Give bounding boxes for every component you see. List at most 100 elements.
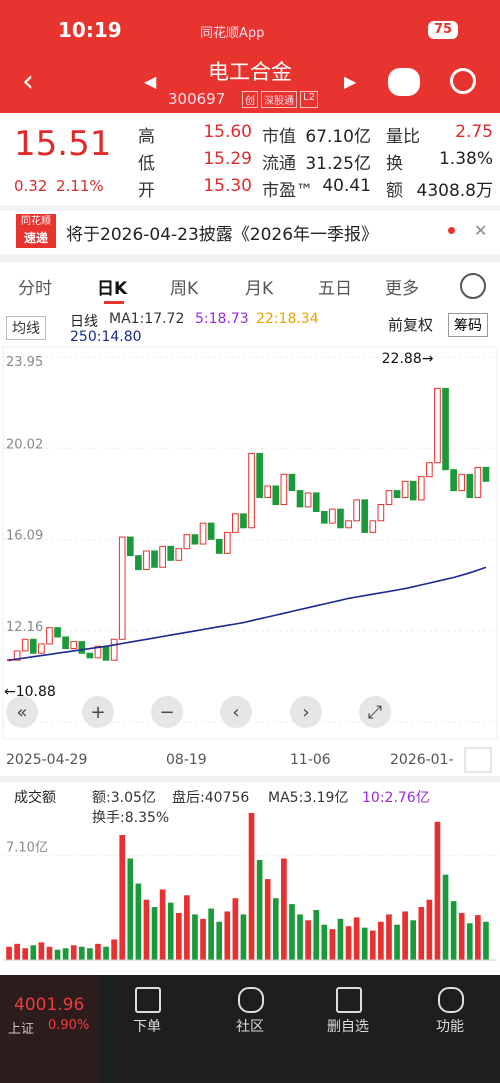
nav-icon[interactable]	[135, 987, 161, 1013]
volume-bar	[337, 918, 344, 960]
field-label: 高	[138, 127, 155, 147]
news-text[interactable]: 将于2026-04-23披露《2026年一季报》	[66, 225, 379, 245]
close-news[interactable]: ✕	[474, 221, 488, 240]
prev-stock[interactable]: ◀	[144, 72, 157, 91]
button-bg	[6, 696, 38, 728]
volume-bar	[14, 943, 20, 960]
volume-bar	[361, 927, 368, 960]
candle	[151, 550, 158, 568]
volume-bar	[224, 911, 231, 960]
volume-bar	[369, 930, 376, 960]
candle	[191, 534, 199, 545]
scroll-end	[464, 747, 492, 773]
candle	[21, 638, 29, 652]
field-label: 流通	[262, 154, 296, 174]
ma-button[interactable]: 均线	[6, 316, 46, 340]
stock-code: 300697	[168, 90, 226, 108]
field-value: 67.10亿	[305, 127, 371, 147]
zoom-button[interactable]: ⤢	[359, 696, 391, 728]
nav-icon[interactable]	[336, 987, 362, 1013]
candle	[369, 520, 377, 533]
candle	[248, 452, 255, 529]
volume-bar	[119, 835, 126, 960]
tab[interactable]: 日K	[97, 279, 128, 299]
y-tick-label: 12.16	[6, 620, 43, 635]
field-value: 2.75	[455, 122, 493, 142]
volume-bar	[442, 874, 449, 960]
volume-bar	[321, 924, 328, 960]
nav-icon[interactable]	[238, 987, 264, 1013]
unread-dot	[448, 227, 455, 234]
tab[interactable]: 更多	[385, 279, 419, 299]
volume-bar	[38, 942, 45, 960]
candle	[135, 555, 142, 571]
candle	[199, 522, 207, 545]
candle	[353, 499, 360, 522]
tab-indicator	[104, 301, 124, 304]
volume-bar	[70, 945, 77, 960]
y-tick-label: 23.95	[6, 355, 43, 370]
candle	[272, 485, 280, 506]
chips-button[interactable]: 筹码	[448, 313, 488, 337]
candle	[110, 638, 118, 661]
field-label: 开	[138, 181, 155, 201]
volume-bar	[159, 889, 166, 960]
volume-bar	[345, 926, 352, 960]
tab[interactable]: 月K	[245, 279, 274, 299]
volume-bar	[135, 883, 142, 960]
nav-label[interactable]: 功能	[436, 1019, 464, 1035]
volume-bar	[143, 899, 150, 960]
candle	[417, 476, 425, 501]
candle	[466, 473, 474, 499]
candle	[223, 531, 231, 554]
button-bg	[359, 696, 391, 728]
candle	[320, 511, 328, 524]
candle	[102, 645, 110, 661]
button-bg	[290, 696, 322, 728]
next-stock[interactable]: ▶	[344, 72, 357, 91]
badge-line: 速递	[23, 231, 48, 245]
turnover: 换手:8.35%	[92, 809, 169, 826]
adjust-button[interactable]: 前复权	[388, 316, 434, 334]
candle	[312, 492, 320, 513]
zoom-button[interactable]: −	[151, 696, 183, 728]
zoom-button[interactable]: ›	[290, 696, 322, 728]
candle	[46, 627, 53, 645]
candle	[385, 490, 393, 506]
volume-bar	[272, 898, 279, 960]
search-icon[interactable]	[450, 68, 476, 94]
volume-bar	[22, 948, 29, 960]
zoom-button[interactable]: «	[6, 696, 38, 728]
volume-stat: MA5:3.19亿	[268, 790, 348, 806]
settings-icon[interactable]	[460, 273, 486, 299]
volume-bar	[78, 946, 85, 960]
field-value: 15.60	[203, 122, 252, 142]
volume-label: 成交额	[14, 789, 56, 806]
plot-frame	[2, 346, 498, 740]
volume-stat: 10:2.76亿	[362, 790, 430, 806]
stock-name: 电工合金	[208, 60, 292, 84]
zoom-button[interactable]: +	[82, 696, 114, 728]
volume-bar	[394, 924, 400, 960]
tab[interactable]: 五日	[318, 279, 352, 299]
nav-label[interactable]: 下单	[133, 1019, 161, 1035]
volume-bar	[289, 904, 295, 960]
nav-icon[interactable]	[438, 987, 464, 1013]
zoom-button[interactable]: ‹	[220, 696, 252, 728]
robot-icon[interactable]	[388, 68, 420, 96]
candle	[280, 473, 288, 506]
tag: L2	[300, 91, 318, 108]
tab[interactable]: 分时	[18, 279, 52, 299]
volume-bar	[402, 911, 408, 960]
volume-bar	[192, 914, 198, 960]
nav-label[interactable]: 社区	[236, 1019, 264, 1035]
badge-line: 同花顺	[21, 216, 51, 227]
index-box[interactable]	[0, 975, 98, 1083]
x-tick-label: 11-06	[290, 752, 331, 768]
x-tick-label: 08-19	[166, 752, 207, 768]
nav-label[interactable]: 删自选	[327, 1019, 369, 1035]
back-button[interactable]: ‹	[22, 64, 34, 99]
tab[interactable]: 周K	[170, 279, 199, 299]
volume-bar	[297, 914, 303, 960]
